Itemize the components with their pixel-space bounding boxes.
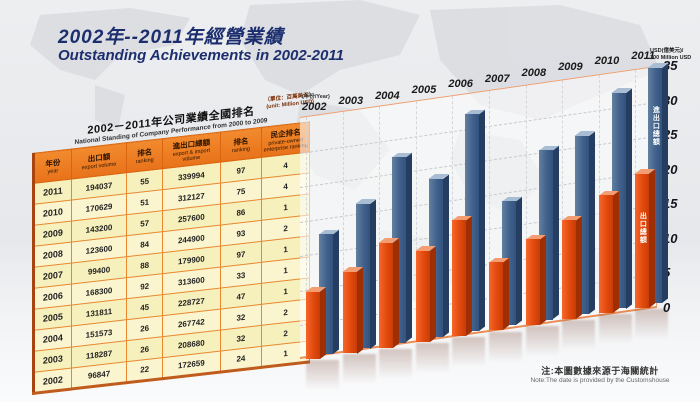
bar-front-face bbox=[415, 250, 430, 342]
bar-side-face bbox=[393, 237, 400, 348]
bar-front-face bbox=[489, 262, 503, 331]
year-label-2011: 2011 bbox=[631, 49, 656, 62]
bar-export-2009 bbox=[562, 215, 583, 320]
bar-side-face bbox=[552, 145, 559, 320]
column-header: 年份 year bbox=[33, 149, 72, 184]
bar-side-face bbox=[539, 234, 546, 325]
page-title: 2002年--2011年經營業績 Outstanding Achievement… bbox=[58, 27, 344, 65]
bar-export-2005 bbox=[415, 246, 436, 342]
bar-export-2004 bbox=[379, 237, 400, 348]
year-label-2007: 2007 bbox=[485, 72, 510, 85]
bar-side-face bbox=[369, 199, 376, 349]
bar-side-face bbox=[333, 229, 339, 354]
bar-reflection bbox=[525, 325, 559, 356]
bar-front-face bbox=[635, 173, 650, 308]
bar-reflection bbox=[342, 354, 376, 385]
bar-side-face bbox=[625, 88, 632, 309]
bar-export-2008 bbox=[525, 234, 546, 325]
bar-reflection bbox=[379, 348, 413, 379]
bar-reflection bbox=[415, 342, 449, 373]
bar-export-2010 bbox=[598, 190, 619, 314]
bar-side-face bbox=[429, 246, 436, 342]
bar-reflection bbox=[562, 320, 596, 351]
y-axis-tick-0: 0 bbox=[663, 300, 671, 315]
bar-export-2006 bbox=[452, 215, 473, 337]
year-label-2003: 2003 bbox=[338, 95, 364, 108]
year-label-2006: 2006 bbox=[448, 78, 473, 91]
page-title-en: Outstanding Achievements in 2002-2011 bbox=[58, 47, 344, 65]
year-label-2005: 2005 bbox=[411, 83, 437, 96]
bar-side-face bbox=[406, 152, 413, 343]
performance-table: 年份 year 出口額 export volume 排名 ranking 進出口總額 expo… bbox=[32, 121, 310, 395]
bar-reflection bbox=[489, 331, 522, 362]
bar-reflection bbox=[598, 314, 632, 345]
bar-reflection bbox=[306, 360, 339, 390]
bar-front-face bbox=[452, 220, 467, 337]
bar-reflection bbox=[635, 308, 669, 339]
source-note-en: Note:The date is provided by the Customs… bbox=[530, 377, 670, 384]
page-title-zh: 2002年--2011年經營業績 bbox=[58, 27, 284, 48]
bar-reflection bbox=[452, 337, 486, 368]
bar-export-2002 bbox=[306, 287, 326, 359]
bar-side-face bbox=[356, 267, 363, 354]
year-label-2008: 2008 bbox=[521, 66, 547, 79]
bar-front-face bbox=[306, 291, 320, 359]
performance-table-panel: （單位：百萬美元） (unit: Million USD) 2002－2011年… bbox=[32, 92, 314, 395]
bar-side-face bbox=[662, 63, 669, 303]
bar-export-2007 bbox=[489, 257, 509, 331]
source-note: 注:本圖數據來源于海關統計 Note:The date is provided … bbox=[500, 364, 700, 384]
table-cell: 24 bbox=[220, 346, 262, 373]
y-axis-unit-label: USD(億美元)/ 100 Million USD bbox=[650, 48, 692, 62]
year-label-2002: 2002 bbox=[302, 101, 327, 113]
bar-front-face bbox=[562, 220, 577, 320]
bar-side-face bbox=[649, 169, 656, 308]
year-label-2009: 2009 bbox=[558, 61, 583, 74]
bar-label-export: 出口總額 bbox=[639, 211, 647, 244]
bar-side-face bbox=[320, 287, 326, 359]
table-cell: 22 bbox=[126, 357, 163, 383]
bar-export-2003 bbox=[342, 267, 363, 354]
bar-side-face bbox=[503, 257, 509, 331]
bar-export-2011: 出口總額 bbox=[635, 169, 656, 308]
bar-side-face bbox=[479, 109, 486, 332]
bar-side-face bbox=[576, 215, 583, 320]
bar-side-face bbox=[466, 215, 473, 337]
bar-side-face bbox=[589, 131, 596, 315]
column-header: 排名 ranking bbox=[220, 127, 262, 163]
year-label-2010: 2010 bbox=[594, 55, 620, 68]
column-header: 排名 ranking bbox=[126, 138, 163, 173]
bar-front-face bbox=[525, 239, 540, 325]
year-axis-caption: (年份/Year) bbox=[302, 94, 330, 100]
bar-front-face bbox=[379, 242, 394, 348]
year-label-2004: 2004 bbox=[375, 89, 400, 102]
bar-front-face bbox=[598, 195, 613, 314]
table-cell: 2002 bbox=[33, 368, 72, 394]
source-note-zh: 注:本圖數據來源于海關統計 bbox=[541, 366, 659, 376]
bar-side-face bbox=[516, 196, 522, 326]
bar-front-face bbox=[342, 271, 357, 354]
bar-label-total: 進出口總額 bbox=[652, 105, 660, 146]
bar-side-face bbox=[612, 190, 619, 314]
bar-side-face bbox=[442, 174, 449, 337]
